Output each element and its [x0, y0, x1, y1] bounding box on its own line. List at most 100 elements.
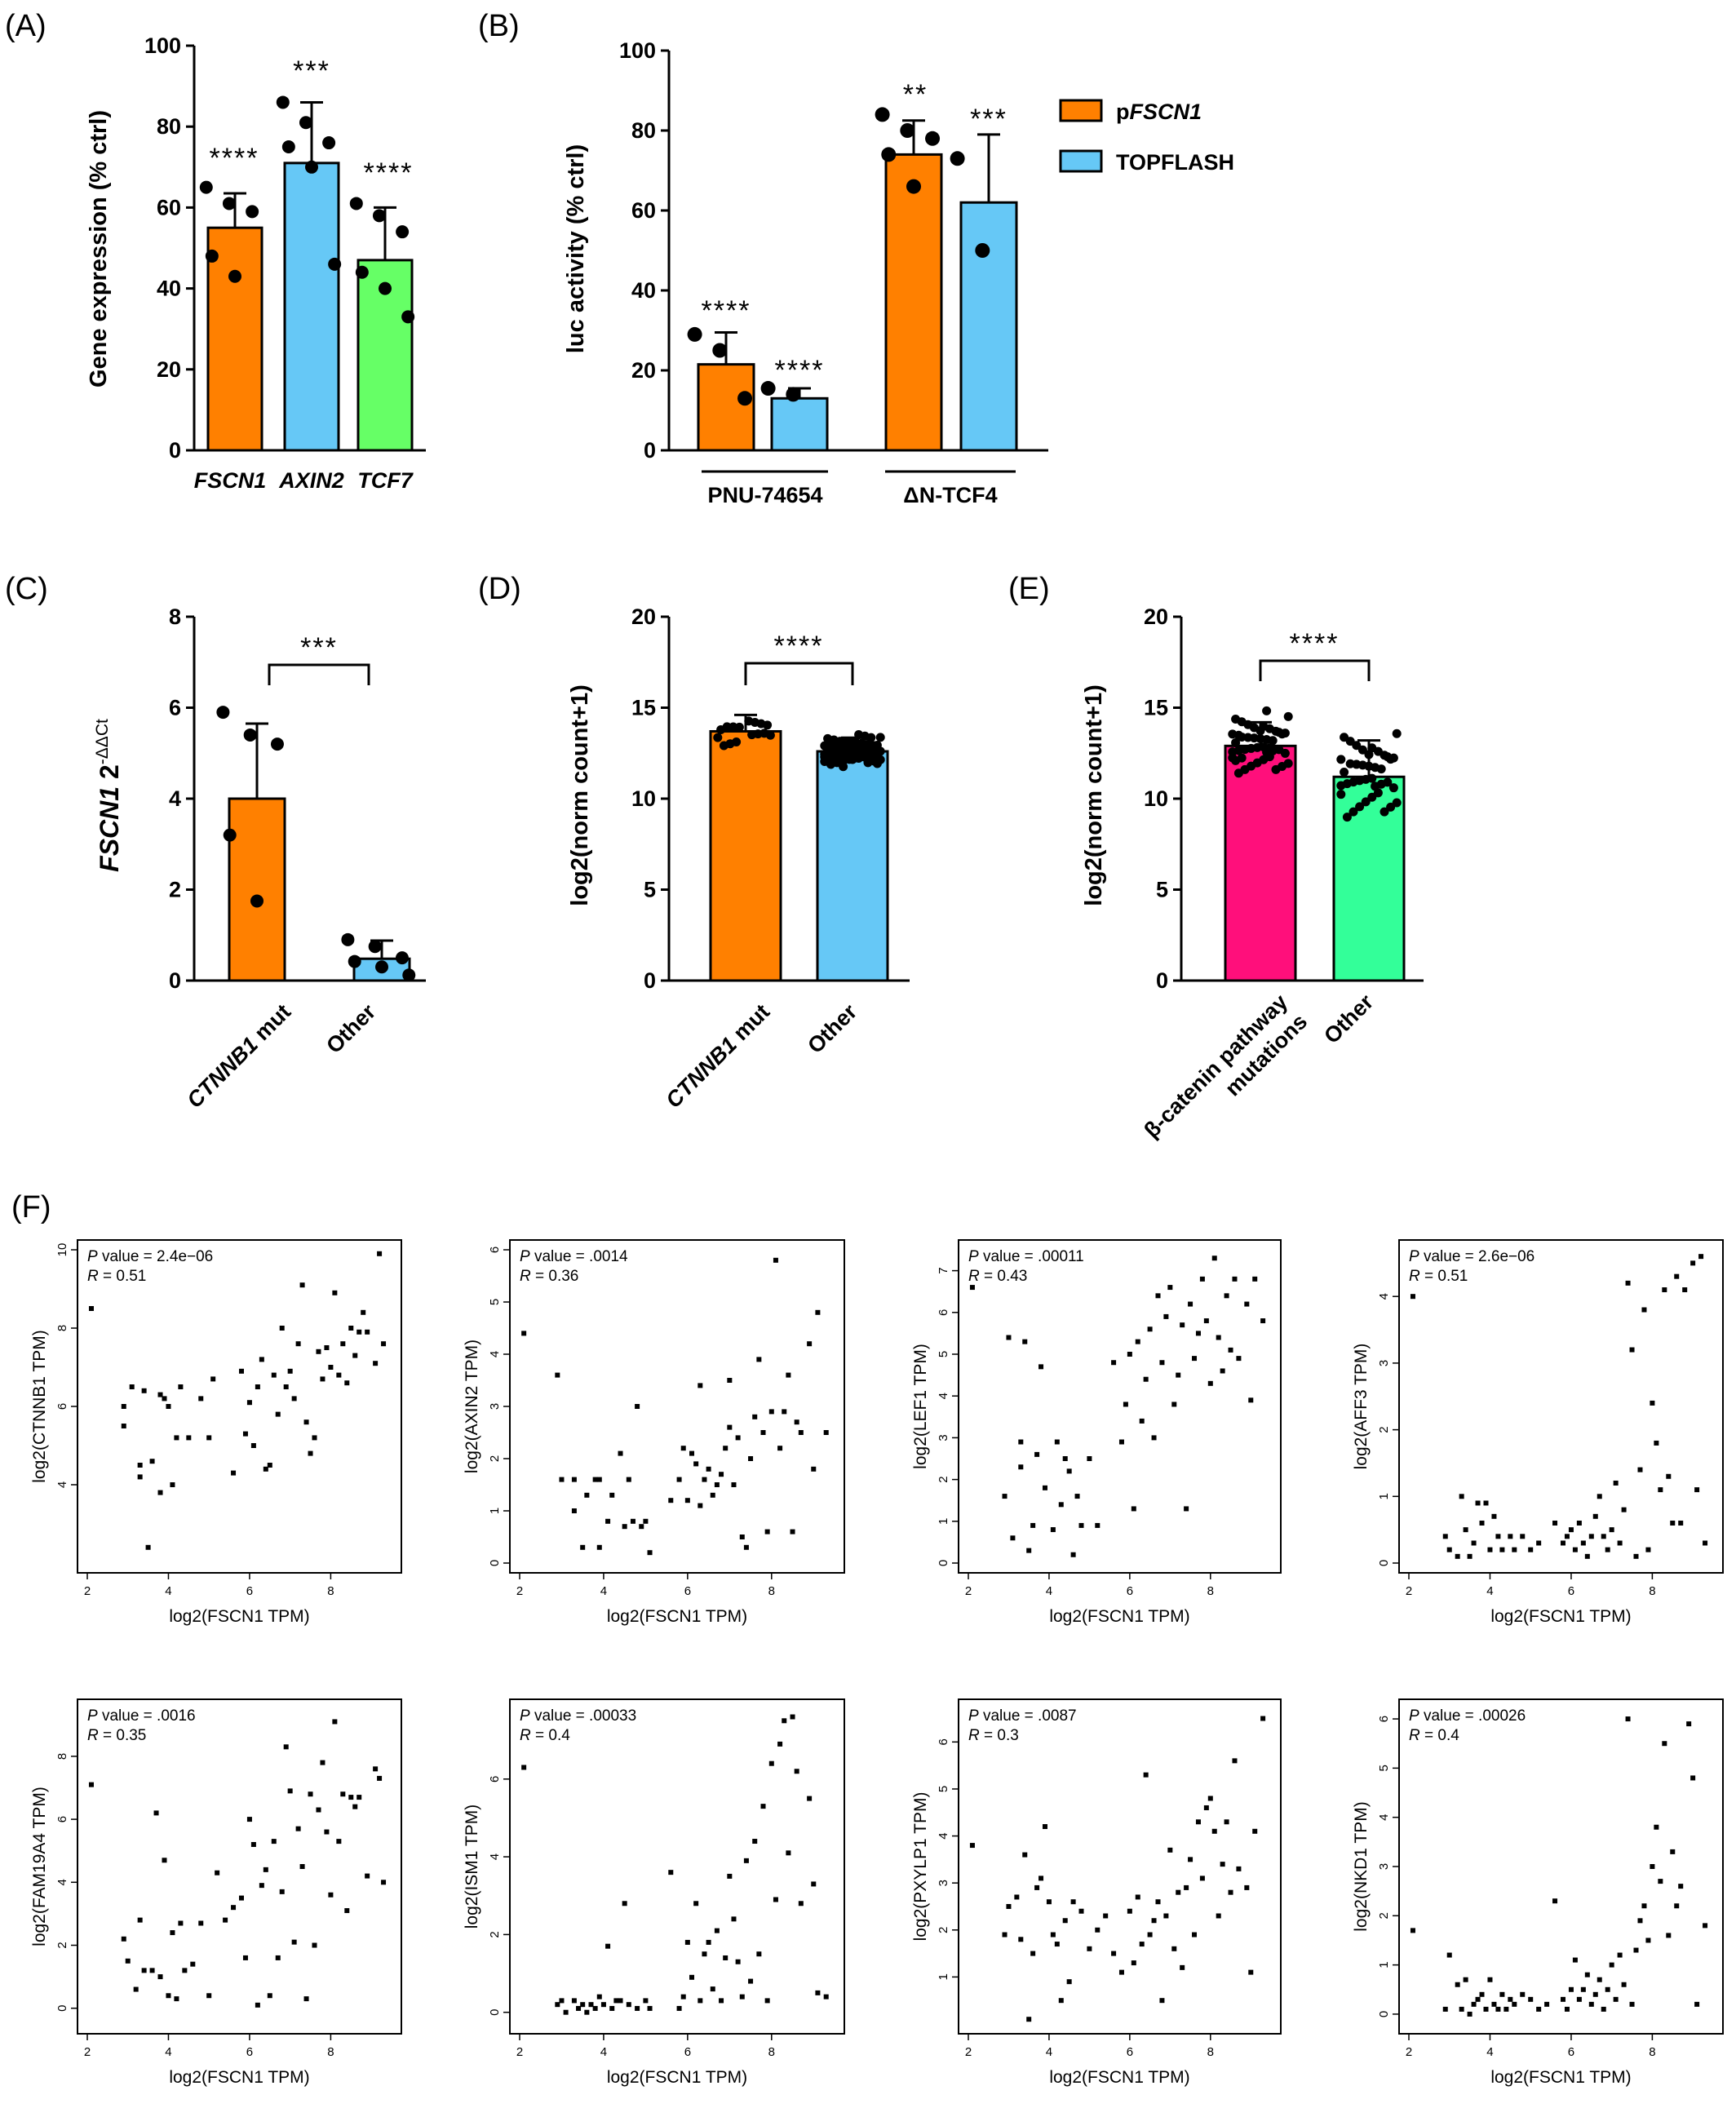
- scatter-data-point: [748, 1456, 754, 1461]
- scatter-data-point: [777, 1446, 783, 1451]
- panel-e-y-axis-label: log2(norm count+1): [1081, 684, 1107, 906]
- scatter-data-point: [693, 1901, 699, 1906]
- panel-e-chart: log2(norm count+1) 0 5 10 15 20 **** β-caten…: [1081, 604, 1424, 1143]
- scatter-data-point: [121, 1936, 126, 1942]
- scatter-data-point: [605, 1518, 611, 1524]
- scatter-data-point: [1690, 1775, 1696, 1781]
- scatter-data-point: [1216, 1913, 1221, 1919]
- scatter-data-point: [381, 1880, 387, 1885]
- panel-e-category-label: Other: [1319, 990, 1378, 1048]
- panel-b-data-point: [925, 131, 941, 146]
- scatter-data-point: [1487, 1977, 1493, 1982]
- scatter-data-point: [279, 1889, 285, 1894]
- scatter-data-point: [596, 1994, 602, 2000]
- panel-c-data-point: [368, 940, 382, 954]
- panel-b-y-tick-label: 60: [631, 198, 656, 223]
- scatter-y-axis-label: log2(ISM1 TPM): [463, 1805, 481, 1929]
- scatter-data-point: [600, 2002, 606, 2008]
- panel-b-data-point: [975, 243, 990, 258]
- scatter-data-point: [1703, 1923, 1708, 1929]
- scatter-data-point: [1463, 1977, 1468, 1982]
- panel-a-data-point: [205, 249, 219, 263]
- scatter-data-point: [166, 1993, 171, 1999]
- scatter-data-point: [1674, 1903, 1680, 1909]
- panel-label-d: (D): [478, 572, 521, 606]
- scatter-data-point: [706, 1939, 711, 1945]
- scatter-y-tick-label: 2: [937, 1927, 950, 1933]
- legend-swatch-topflash: [1059, 149, 1103, 173]
- scatter-r-value: R = 0.43: [968, 1268, 1027, 1285]
- scatter-y-tick-label: 4: [937, 1832, 950, 1839]
- scatter-x-axis-label: log2(FSCN1 TPM): [169, 1607, 309, 1626]
- scatter-x-tick-label: 2: [1406, 2045, 1412, 2059]
- scatter-data-point: [521, 1331, 527, 1336]
- scatter-x-tick-label: 6: [1127, 1584, 1133, 1598]
- scatter-x-tick-label: 8: [768, 2045, 775, 2059]
- panel-c-data-point: [250, 894, 264, 908]
- scatter-data-point: [1467, 2011, 1472, 2017]
- scatter-data-point: [1244, 1301, 1250, 1307]
- panel-b-significance: ***: [970, 104, 1008, 135]
- scatter-data-point: [312, 1942, 317, 1948]
- panel-b-y-tick-label: 100: [619, 38, 656, 63]
- scatter-data-point: [1038, 1876, 1044, 1881]
- scatter-plot-frame: [958, 1239, 1282, 1574]
- scatter-data-point: [1568, 1527, 1574, 1533]
- panel-d-category-label: CTNNB1 mut: [661, 999, 774, 1113]
- scatter-data-point: [1576, 1996, 1582, 2002]
- scatter-data-point: [149, 1968, 155, 1973]
- scatter-data-point: [764, 1998, 770, 2004]
- scatter-data-point: [815, 1990, 821, 1995]
- scatter-r-value: R = 0.51: [87, 1268, 146, 1285]
- panel-b-data-point: [687, 326, 702, 342]
- scatter-y-tick-label: 0: [488, 1560, 502, 1566]
- panel-d-y-tick-label: 10: [631, 786, 656, 811]
- scatter-x-tick-label: 4: [600, 1584, 607, 1598]
- scatter-data-point: [1508, 1534, 1513, 1539]
- scatter-data-point: [129, 1384, 135, 1389]
- scatter-data-point: [255, 2002, 260, 2008]
- scatter-data-point: [1459, 2006, 1464, 2012]
- scatter-data-point: [1087, 1946, 1092, 1951]
- panel-e-data-point: [1373, 788, 1383, 798]
- scatter-data-point: [1252, 1276, 1258, 1282]
- scatter-data-point: [1698, 1254, 1704, 1260]
- scatter-data-point: [622, 1901, 627, 1906]
- panel-c-data-point: [402, 968, 416, 982]
- panel-a-data-point: [228, 269, 241, 283]
- panel-d-data-point: [765, 730, 775, 740]
- scatter-data-point: [618, 1450, 623, 1456]
- scatter-data-point: [141, 1388, 147, 1393]
- scatter-data-point: [377, 1251, 383, 1256]
- scatter-data-point: [1203, 1318, 1209, 1324]
- scatter-data-point: [1220, 1862, 1225, 1867]
- panel-a-bar: [283, 162, 340, 452]
- scatter-data-point: [748, 1978, 754, 1984]
- scatter-data-point: [250, 1443, 256, 1448]
- scatter-data-point: [137, 1917, 143, 1923]
- panel-e-bar: [1224, 744, 1297, 982]
- scatter-data-point: [381, 1341, 387, 1347]
- panel-c-y-tick-label: 0: [169, 968, 181, 993]
- scatter-data-point: [1662, 1287, 1667, 1293]
- scatter-data-point: [1544, 2001, 1550, 2007]
- scatter-data-point: [1184, 1506, 1189, 1512]
- scatter-x-tick-label: 6: [1568, 1584, 1574, 1598]
- scatter-data-point: [1006, 1335, 1012, 1340]
- scatter-data-point: [1491, 1513, 1497, 1519]
- scatter-data-point: [786, 1850, 791, 1856]
- scatter-y-tick-label: 4: [488, 1351, 502, 1357]
- scatter-data-point: [1180, 1964, 1185, 1970]
- panel-c-y-tick-label: 2: [169, 878, 181, 902]
- scatter-data-point: [352, 1353, 358, 1358]
- scatter-data-point: [275, 1411, 281, 1417]
- panel-a-significance: ****: [364, 157, 414, 188]
- panel-b-chart: luc activity (% ctrl) 0 20 40 60 80 100 PNU-7…: [563, 38, 1234, 507]
- scatter-data-point: [684, 1939, 690, 1945]
- scatter-plot: 2 4 6 8 0 1 2 3 4 5 6 7 log2(FSCN1 TPM) log2(LEF1 TPM…: [911, 1239, 1282, 1626]
- scatter-p-value: P value = .00011: [968, 1248, 1084, 1265]
- scatter-data-point: [1087, 1456, 1092, 1461]
- scatter-y-tick-label: 3: [937, 1880, 950, 1886]
- scatter-data-point: [174, 1996, 179, 2002]
- scatter-p-value: P value = 2.6e−06: [1409, 1248, 1534, 1265]
